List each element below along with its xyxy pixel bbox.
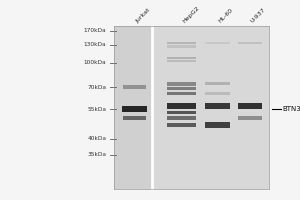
Bar	[167, 103, 196, 109]
Text: 130kDa: 130kDa	[84, 43, 106, 47]
Bar	[205, 92, 230, 95]
Bar	[123, 85, 146, 89]
Bar	[238, 103, 262, 109]
Bar	[205, 103, 230, 109]
Text: U-937: U-937	[250, 7, 266, 24]
Bar	[167, 60, 196, 62]
Bar	[167, 123, 196, 127]
Bar	[152, 26, 268, 189]
Bar	[167, 42, 196, 44]
Text: BTN3A1: BTN3A1	[282, 106, 300, 112]
Bar	[167, 87, 196, 90]
Text: 55kDa: 55kDa	[88, 107, 106, 112]
Bar	[123, 116, 146, 120]
Bar	[205, 82, 230, 85]
Bar	[114, 26, 152, 189]
Bar	[167, 92, 196, 95]
Text: HL-60: HL-60	[218, 8, 234, 24]
Bar	[167, 82, 196, 86]
Text: 40kDa: 40kDa	[88, 136, 106, 142]
Text: 100kDa: 100kDa	[84, 60, 106, 66]
Text: HepG2: HepG2	[182, 5, 200, 24]
Bar	[167, 111, 196, 114]
Bar	[167, 45, 196, 47]
Bar	[167, 57, 196, 59]
Bar	[122, 106, 147, 112]
Text: 170kDa: 170kDa	[84, 28, 106, 33]
Text: 35kDa: 35kDa	[88, 153, 106, 158]
Bar	[205, 42, 230, 44]
Text: Jurkat: Jurkat	[134, 7, 151, 24]
Bar	[238, 42, 262, 44]
Bar	[205, 122, 230, 128]
Text: 70kDa: 70kDa	[88, 85, 106, 90]
Bar	[167, 116, 196, 120]
Bar	[238, 116, 262, 120]
